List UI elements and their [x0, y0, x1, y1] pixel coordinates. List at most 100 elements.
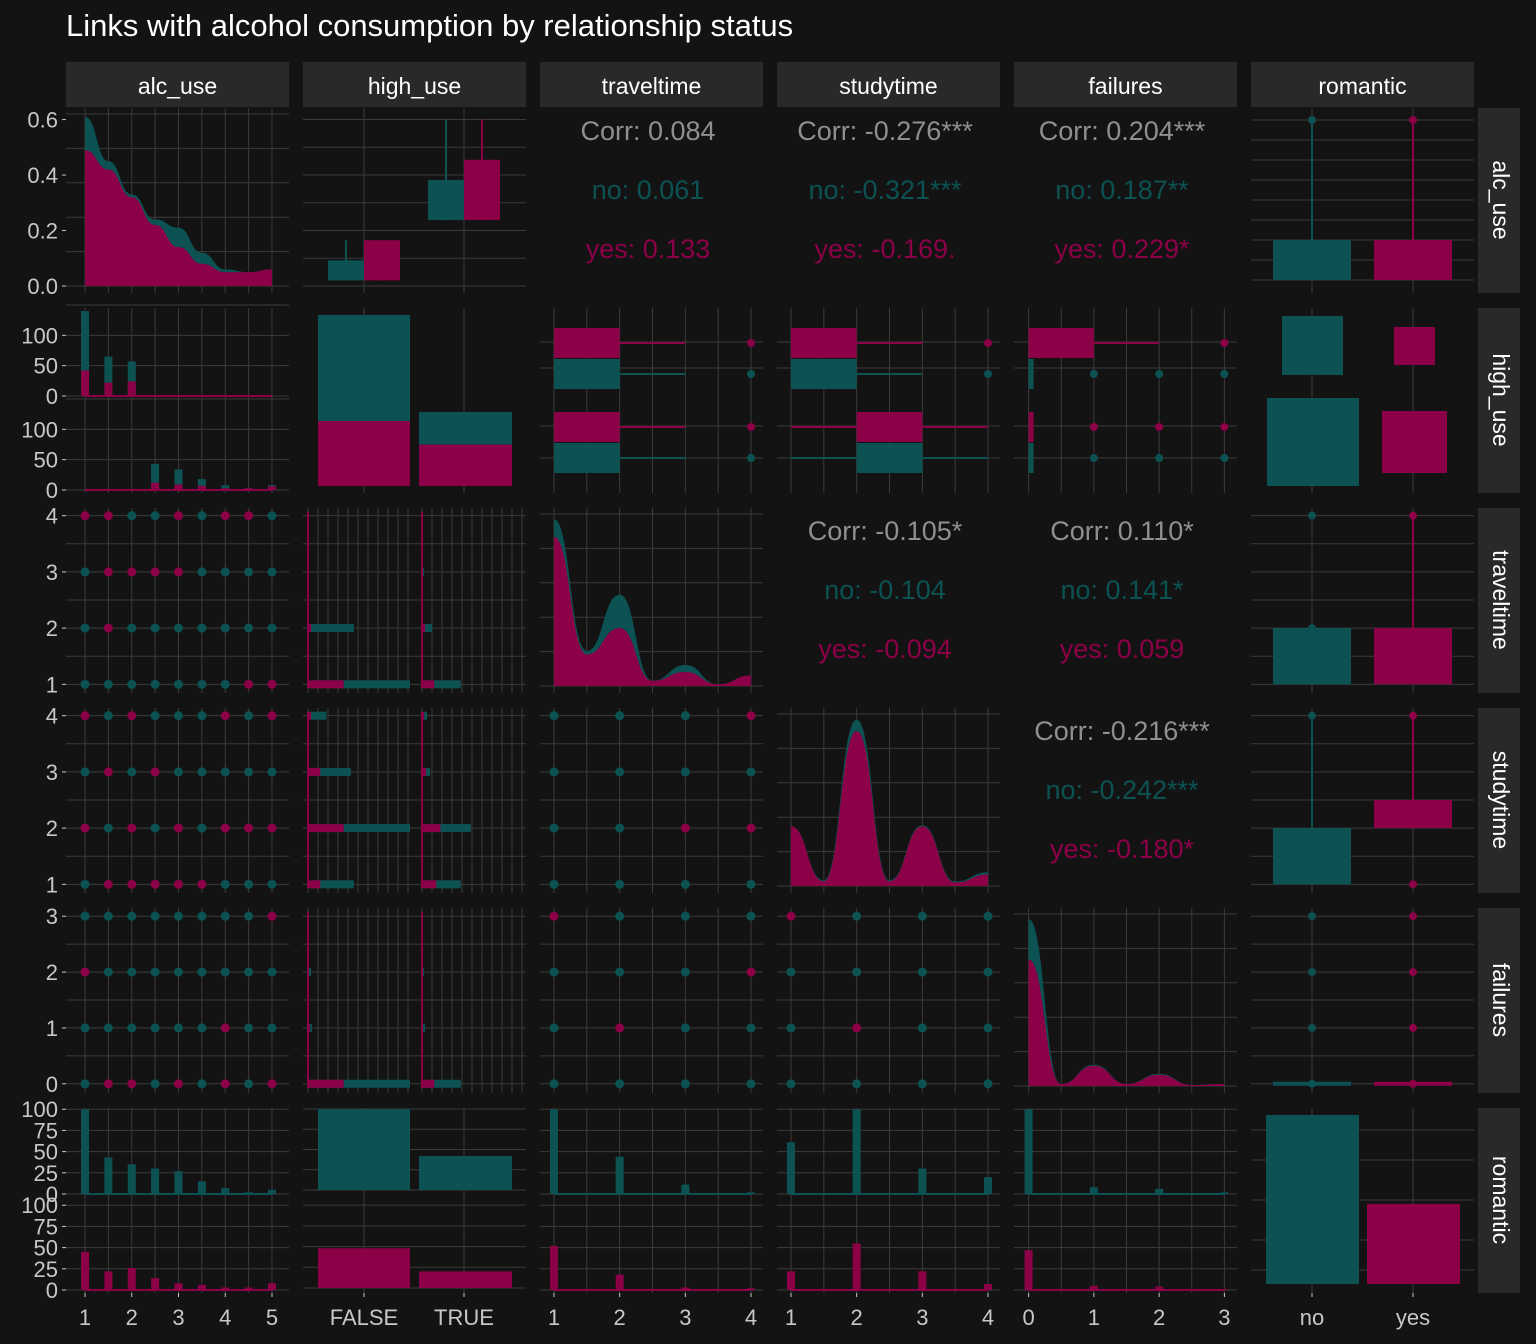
hist-bar-no: [221, 1188, 230, 1194]
hist-bar-no: [852, 1109, 861, 1194]
panel-traveltime-romantic: [1251, 508, 1474, 693]
corr-yes: yes: 0.133: [586, 234, 711, 264]
y-tick-label-failures: 1: [46, 1016, 58, 1041]
box-max-point: [1308, 711, 1316, 720]
point-no: [197, 511, 207, 521]
strip-top-romantic: [1251, 62, 1474, 107]
box-outlier: [1155, 370, 1164, 378]
hist-bar-yes: [852, 1243, 861, 1290]
point-yes: [103, 623, 113, 633]
point-no: [150, 679, 160, 689]
corr-yes: yes: -0.094: [818, 634, 952, 664]
box-max-point: [1409, 1079, 1417, 1088]
x-tick-label-traveltime: 3: [679, 1305, 691, 1330]
hbar-yes: [422, 1079, 435, 1088]
point-no: [197, 623, 207, 633]
point-yes: [150, 567, 160, 577]
panel-bg: [777, 1108, 1000, 1293]
x-tick-label-romantic: yes: [1396, 1305, 1430, 1330]
point-yes: [786, 911, 796, 921]
point-no: [615, 711, 625, 721]
hist-bar-yes: [221, 1287, 230, 1290]
y-tick-label-failures: 0: [46, 1072, 58, 1097]
strip-top-label-high_use: high_use: [368, 73, 461, 99]
strip-right-high_use: [1478, 308, 1520, 493]
point-no: [220, 879, 230, 889]
point-no: [80, 679, 90, 689]
x-tick-label-failures: 3: [1218, 1305, 1230, 1330]
point-no: [244, 567, 254, 577]
y-tick-label-romantic: 25: [34, 1161, 58, 1186]
density-yes: [85, 150, 272, 286]
point-no: [267, 767, 277, 777]
y-tick-label-studytime: 4: [46, 704, 58, 729]
point-no: [197, 823, 207, 833]
point-no: [852, 1079, 862, 1089]
hist-bar-yes: [267, 1283, 276, 1290]
hist-bar-yes: [615, 1274, 624, 1290]
mosaic-yes: [1394, 327, 1435, 365]
hbar-yes: [308, 767, 321, 776]
strip-right-traveltime: [1478, 508, 1520, 693]
point-no: [549, 1023, 559, 1033]
box-max-point: [1308, 1079, 1316, 1088]
point-no: [917, 1023, 927, 1033]
point-yes: [103, 767, 113, 777]
hbar-yes: [422, 824, 441, 833]
hist-bar-yes: [174, 484, 183, 490]
hist-bar-no: [1155, 1188, 1164, 1194]
box-outlier: [1409, 968, 1417, 977]
hist-bar-yes: [918, 1271, 927, 1290]
box-no: [1028, 359, 1034, 389]
box-yes: [856, 412, 923, 442]
hist-bar-no: [151, 1168, 160, 1194]
point-no: [983, 967, 993, 977]
x-tick-label-alc_use: 1: [79, 1305, 91, 1330]
hist-bar-yes: [127, 381, 136, 396]
hist-bar-no: [151, 463, 160, 490]
strip-right-failures: [1478, 908, 1520, 1093]
strip-top-studytime: [777, 62, 1000, 107]
box-max-point: [1409, 711, 1417, 720]
point-no: [267, 879, 277, 889]
hist-bar-no: [1024, 1109, 1033, 1194]
corr-total: Corr: -0.216***: [1034, 716, 1210, 746]
point-no: [917, 1079, 927, 1089]
hbar-yes: [308, 1023, 311, 1032]
y-tick-label-high_use: 100: [21, 417, 58, 442]
panel-alc_use-alc_use: [66, 108, 289, 293]
density-yes: [1028, 959, 1225, 1086]
point-yes: [852, 1023, 862, 1033]
panel-bg: [777, 708, 1000, 893]
point-yes: [244, 511, 254, 521]
hbar-no: [308, 624, 354, 633]
point-yes: [103, 567, 113, 577]
bar-no: [1266, 1115, 1359, 1284]
point-yes: [220, 823, 230, 833]
bar-yes: [318, 1248, 410, 1288]
hbar-yes: [422, 680, 435, 689]
strip-top-label-traveltime: traveltime: [602, 73, 702, 99]
point-no: [197, 967, 207, 977]
point-no: [244, 1023, 254, 1033]
point-no: [786, 1079, 796, 1089]
point-yes: [746, 711, 756, 721]
box-max-point: [1308, 624, 1316, 633]
point-no: [680, 911, 690, 921]
point-no: [127, 767, 137, 777]
box-outlier: [1089, 423, 1098, 431]
hbar-no: [308, 711, 327, 720]
strip-right-label-studytime: studytime: [1488, 751, 1514, 849]
panel-bg: [1014, 108, 1237, 293]
y-tick-label-alc_use: 0.4: [27, 163, 58, 188]
box-yes: [553, 328, 620, 358]
hist-bar-yes: [104, 382, 113, 396]
box-outlier: [747, 423, 756, 431]
mosaic-no: [419, 412, 512, 445]
x-tick-label-studytime: 4: [982, 1305, 994, 1330]
point-no: [127, 911, 137, 921]
hist-bar-no: [918, 1168, 927, 1194]
panel-bg: [66, 308, 289, 493]
point-no: [267, 511, 277, 521]
x-tick-label-failures: 2: [1153, 1305, 1165, 1330]
